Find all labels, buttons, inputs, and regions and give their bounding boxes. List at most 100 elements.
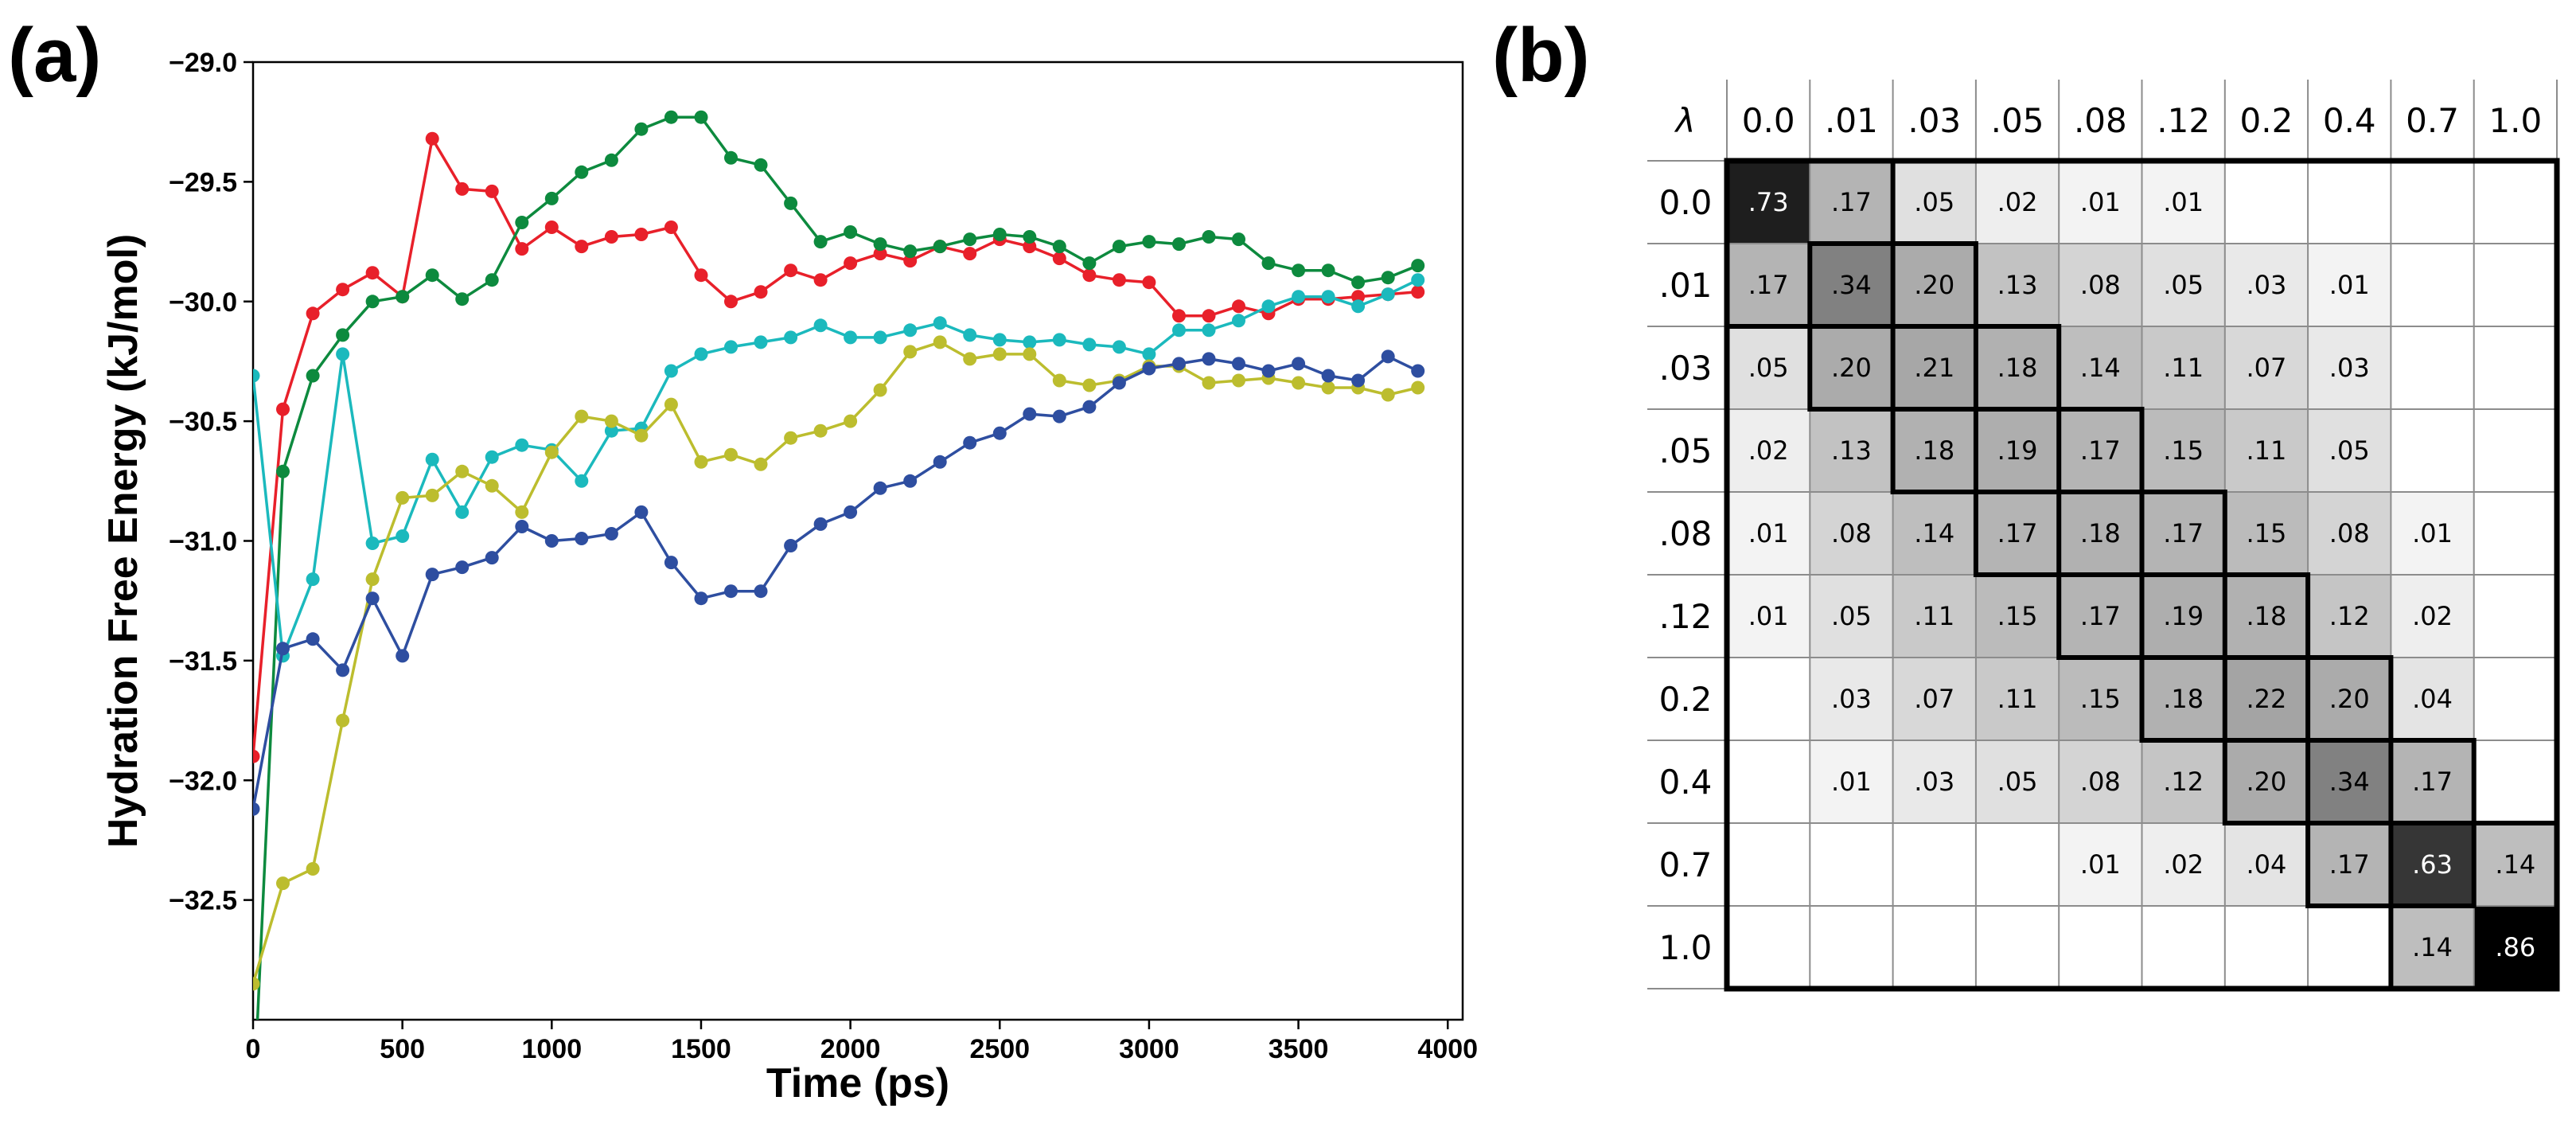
data-point-blue <box>784 539 798 552</box>
cell-value: .01 <box>2163 187 2204 217</box>
cell-value: .03 <box>2247 270 2287 300</box>
cell-value: .03 <box>2329 353 2370 383</box>
cell-value: .13 <box>1831 435 1872 466</box>
cell-value: .04 <box>2412 684 2453 714</box>
x-axis-label: Time (ps) <box>766 1060 949 1106</box>
data-point-blue <box>276 642 290 656</box>
cell-value: .05 <box>1748 353 1789 383</box>
matrix-cell <box>1810 492 1893 575</box>
data-point-cyan <box>1082 338 1097 352</box>
cell-value: .22 <box>2247 684 2287 714</box>
cell-value: .11 <box>2163 353 2204 383</box>
data-point-green <box>694 110 708 124</box>
cell-value: .15 <box>2247 518 2287 548</box>
cell-value: .05 <box>1914 187 1954 217</box>
cell-value: .14 <box>1914 518 1954 548</box>
matrix-cell <box>2391 740 2474 823</box>
data-point-green <box>1202 230 1216 244</box>
matrix-cell <box>2473 409 2557 492</box>
cell-value: .05 <box>2163 270 2204 300</box>
data-point-green <box>515 216 529 229</box>
data-point-green <box>1112 240 1126 254</box>
data-point-olive <box>336 713 350 728</box>
matrix-cell <box>1727 575 1810 658</box>
data-point-olive <box>784 431 798 445</box>
matrix-cell <box>2224 409 2309 492</box>
x-tick-label: 3500 <box>1269 1034 1329 1064</box>
matrix-cell <box>1810 823 1893 906</box>
data-point-green <box>664 110 678 124</box>
data-point-blue <box>485 551 499 565</box>
matrix-cell <box>2391 409 2474 492</box>
matrix-cell <box>1975 409 2060 492</box>
matrix-cell <box>2224 575 2309 658</box>
matrix-cell <box>2308 409 2391 492</box>
data-point-blue <box>1321 369 1335 383</box>
data-point-red <box>604 230 618 244</box>
matrix-cell <box>2059 244 2142 326</box>
data-point-cyan <box>963 328 977 342</box>
data-point-cyan <box>1321 290 1335 304</box>
cell-value: .12 <box>2163 767 2204 797</box>
matrix-cell <box>2059 906 2142 989</box>
data-point-red <box>1172 309 1186 323</box>
matrix-cell <box>2141 326 2225 409</box>
matrix-cell <box>2224 823 2309 906</box>
cell-value: .07 <box>1914 684 1954 714</box>
matrix-cell <box>2308 740 2391 823</box>
cell-value: .18 <box>2247 601 2287 631</box>
data-point-green <box>425 268 439 283</box>
cell-value: .02 <box>1748 435 1789 466</box>
data-point-blue <box>1232 357 1245 371</box>
data-point-olive <box>425 488 439 502</box>
x-tick-label: 0 <box>246 1034 261 1064</box>
data-point-green <box>754 158 768 172</box>
series-line-blue <box>253 355 1419 810</box>
data-point-cyan <box>784 330 798 345</box>
matrix-cell <box>1892 409 1976 492</box>
cell-value: .17 <box>1997 518 2038 548</box>
matrix-cell <box>2473 823 2557 906</box>
row-header: 1.0 <box>1659 928 1713 967</box>
data-point-blue <box>754 584 768 599</box>
data-point-cyan <box>515 438 529 452</box>
column-header: 0.0 <box>1742 101 1795 140</box>
data-point-olive <box>664 397 678 412</box>
matrix-cell <box>1810 326 1893 409</box>
data-point-red <box>544 221 559 234</box>
matrix-cell <box>1975 161 2060 244</box>
data-point-red <box>1023 240 1037 254</box>
matrix-cell <box>1727 823 1810 906</box>
data-point-green <box>1082 256 1097 271</box>
column-header: 0.2 <box>2240 101 2293 140</box>
series-line-olive <box>253 341 1419 985</box>
data-point-olive <box>1232 373 1245 388</box>
data-point-cyan <box>306 572 320 587</box>
cell-value: .07 <box>2247 353 2287 383</box>
data-point-blue <box>1082 400 1097 414</box>
data-point-cyan <box>873 330 887 345</box>
data-point-blue <box>306 632 320 646</box>
data-point-green <box>455 292 470 306</box>
data-point-cyan <box>336 347 350 361</box>
data-point-green <box>933 240 947 254</box>
matrix-cell <box>1892 492 1976 575</box>
matrix-cell <box>2473 244 2557 326</box>
y-axis-label: Hydration Free Energy (kJ/mol) <box>100 234 146 849</box>
matrix-cell <box>2059 823 2142 906</box>
data-point-red <box>1142 275 1156 290</box>
data-point-red <box>634 228 649 241</box>
row-header: .01 <box>1659 266 1713 305</box>
cell-value: .18 <box>1997 353 2038 383</box>
data-point-olive <box>903 345 918 359</box>
data-point-olive <box>544 445 559 459</box>
matrix-cell <box>2308 906 2391 989</box>
data-point-green <box>485 273 499 287</box>
matrix-cell <box>2308 492 2391 575</box>
data-point-green <box>903 244 918 259</box>
matrix-cell <box>1892 326 1976 409</box>
data-point-olive <box>634 428 649 443</box>
data-point-green <box>276 464 290 478</box>
data-point-cyan <box>365 537 380 550</box>
matrix-cell <box>2308 326 2391 409</box>
